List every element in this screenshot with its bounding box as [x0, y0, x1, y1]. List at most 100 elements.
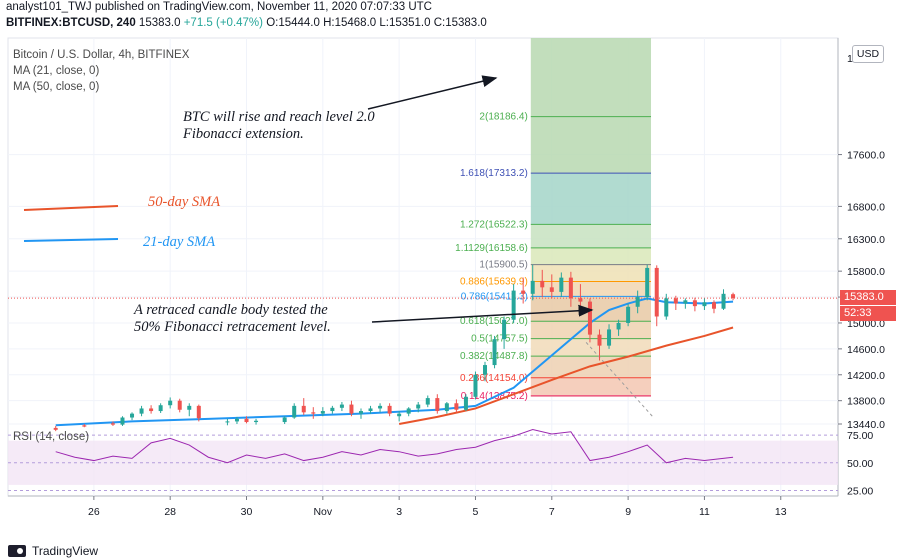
price-tick-label: 13800.0	[847, 396, 885, 408]
candle-body	[225, 421, 230, 423]
time-tick-label: 3	[396, 506, 402, 518]
candle-body	[597, 334, 602, 346]
fib-level-label: 1(15900.5)	[479, 260, 527, 271]
ma50-legend[interactable]: MA (50, close, 0)	[13, 81, 100, 93]
time-tick-label: 13	[775, 506, 787, 518]
candle-body	[721, 293, 726, 309]
candle-body	[130, 413, 135, 418]
sma50-label: 50-day SMA	[148, 194, 221, 210]
fib-level-label: 2(18186.4)	[479, 112, 527, 123]
candle-body	[139, 408, 144, 414]
time-tick-label: 28	[164, 506, 176, 518]
currency-button[interactable]: USD	[852, 45, 884, 63]
candle-body	[330, 407, 335, 412]
tradingview-logo-icon	[8, 545, 26, 557]
candle-body	[521, 290, 526, 294]
annotation-arrow-retrace	[371, 304, 594, 323]
candle-body	[626, 306, 631, 323]
sma50-sample-line	[23, 205, 119, 211]
candle-body	[254, 420, 259, 423]
ma21-legend[interactable]: MA (21, close, 0)	[13, 65, 100, 77]
fib-level-label: 0.236(14154.0)	[460, 373, 528, 384]
candle-body	[711, 302, 716, 309]
price-tick-label: 14200.0	[847, 370, 885, 382]
fib-level-label: 1.272(16522.3)	[460, 219, 528, 230]
candle-body	[578, 298, 583, 302]
rsi-tick-label: 50.00	[847, 458, 873, 470]
candle-body	[502, 319, 507, 340]
candle-body	[397, 413, 402, 417]
candle-body	[110, 423, 115, 425]
plot-frame	[7, 37, 839, 497]
candle-body	[53, 427, 58, 430]
fib-zone-band	[530, 377, 652, 396]
time-tick-label: Nov	[313, 506, 332, 518]
fib-zone-band	[530, 224, 652, 248]
time-tick-label: 9	[625, 506, 631, 518]
candle-body	[635, 297, 640, 307]
time-tick-label: 11	[699, 506, 710, 518]
price-tick-label: 16300.0	[847, 234, 885, 246]
fib-zone-band	[530, 116, 652, 174]
fib-level-label: 0.786(15411.3)	[461, 291, 528, 302]
candle-body	[435, 398, 440, 412]
price-tick-label: 17600.0	[847, 150, 885, 162]
candle-body	[549, 287, 554, 292]
candle-body	[378, 405, 383, 409]
candle-body	[664, 298, 669, 317]
footer-brand-label: TradingView	[32, 544, 99, 558]
countdown-badge: 52:33	[840, 306, 896, 322]
candle-body	[387, 405, 392, 414]
symbol-ohlc-line: BITFINEX:BTCUSD, 240 15383.0 +71.5 (+0.4…	[6, 17, 487, 29]
fib-zone-band	[530, 173, 652, 225]
fib-level-label: 0.886(15639.9)	[460, 277, 528, 288]
rsi-legend[interactable]: RSI (14, close)	[13, 431, 90, 443]
candle-body	[587, 301, 592, 335]
candle-body	[292, 405, 297, 418]
footer-brand[interactable]: TradingView	[8, 544, 98, 558]
price-tick-label: 16800.0	[847, 201, 885, 213]
fib-zone-band	[530, 38, 652, 117]
time-tick-label: 5	[473, 506, 479, 518]
annotation-retrace-line1: A retraced candle body tested the	[134, 302, 328, 318]
candle-body	[444, 403, 449, 412]
candle-body	[511, 290, 516, 320]
rsi-line	[55, 429, 734, 464]
candle-body	[339, 404, 344, 408]
candle-body	[540, 280, 545, 288]
candle-body	[311, 412, 316, 414]
candle-body	[463, 396, 468, 410]
time-tick-label: 7	[549, 506, 555, 518]
current-price-badge: 15383.0	[840, 290, 896, 306]
candle-body	[530, 280, 535, 294]
change-value: +71.5 (+0.47%)	[183, 17, 263, 29]
fib-level-label: 1.1129(16158.6)	[455, 243, 528, 254]
fib-level-label: 1.618(17313.2)	[460, 168, 528, 179]
annotation-retrace-line2: 50% Fibonacci retracement level.	[134, 319, 331, 335]
annotation-rise: BTC will rise and reach level 2.0 Fibona…	[183, 109, 375, 143]
chart-title: Bitcoin / U.S. Dollar, 4h, BITFINEX	[13, 49, 190, 61]
candle-body	[368, 408, 373, 412]
ma50-line	[398, 326, 734, 425]
candle-body	[416, 404, 421, 409]
fib-zone-band	[530, 281, 652, 297]
annotation-rise-line1: BTC will rise and reach level 2.0	[183, 109, 375, 125]
candle-body	[607, 329, 612, 346]
price-tick-label: 15800.0	[847, 266, 885, 278]
candle-body	[168, 400, 173, 406]
candle-body	[158, 405, 163, 412]
candle-body	[692, 300, 697, 307]
time-tick-label: 30	[241, 506, 253, 518]
rsi-tick-label: 75.00	[847, 430, 873, 442]
fib-level-label: 0.618(15027.0)	[460, 316, 528, 327]
close-value: 15383.0	[138, 17, 181, 29]
annotation-rise-line2: Fibonacci extension.	[183, 126, 304, 142]
candle-body	[454, 403, 459, 410]
ohlc-values: O:15444.0 H:15468.0 L:15351.0 C:15383.0	[266, 17, 487, 29]
sma21-label: 21-day SMA	[143, 234, 216, 250]
candle-body	[82, 425, 87, 427]
candle-body	[473, 374, 478, 397]
candle-body	[425, 398, 430, 405]
rsi-tick-label: 25.00	[847, 485, 873, 497]
